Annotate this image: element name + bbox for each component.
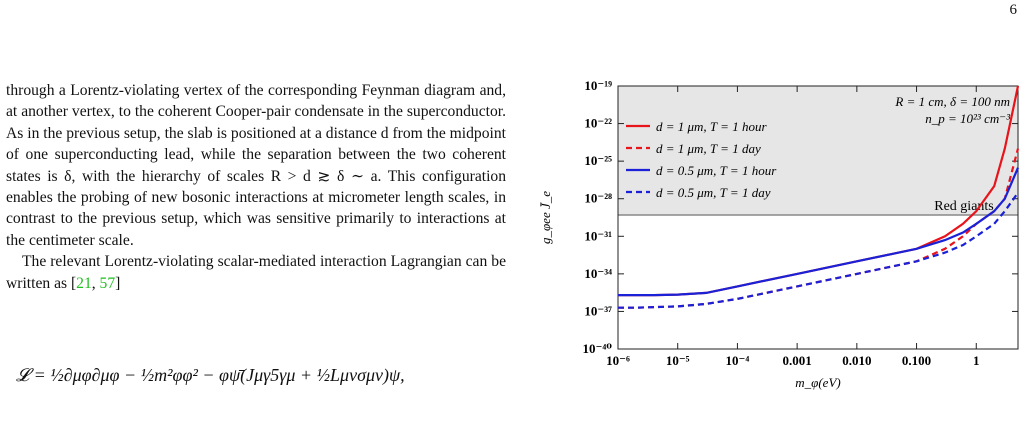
series-line-4 <box>618 192 1019 309</box>
citation-21[interactable]: 21 <box>76 274 92 292</box>
paragraph-2-lead: The relevant Lorentz-violating scalar-me… <box>6 253 506 292</box>
page-number: 6 <box>1009 2 1018 18</box>
legend-label: d = 1 μm, T = 1 hour <box>656 119 767 134</box>
x-tick-label: 10⁻⁴ <box>726 353 750 368</box>
x-tick-label: 10⁻⁶ <box>606 353 630 368</box>
y-axis-label: g_φee J̄_e <box>538 191 553 244</box>
y-tick-label: 10⁻¹⁹ <box>584 78 612 93</box>
x-tick-label: 10⁻⁵ <box>666 353 690 368</box>
coupling-limit-chart: Red giants 10⁻⁴⁰ 10⁻³⁷ 10⁻³⁴ 10⁻³¹ 10⁻²⁸ 10⁻²⁵… <box>538 78 1020 390</box>
paragraph-2: The relevant Lorentz-violating scalar-me… <box>6 251 506 294</box>
paragraph-2-tail: ] <box>115 274 121 292</box>
y-tick-label: 10⁻²⁵ <box>584 153 612 168</box>
citation-separator: , <box>91 274 100 292</box>
plot-frame <box>617 85 1019 350</box>
excluded-region <box>618 86 1018 216</box>
red-giants-label: Red giants <box>934 199 994 214</box>
paragraph-1: through a Lorentz-violating vertex of th… <box>6 82 506 249</box>
lagrangian-equation: 𝓛 = ½∂μφ∂μφ − ½m²φφ² − φψ̄(Jμγ5γμ + ½Lμν… <box>16 365 405 385</box>
y-tick-label: 10⁻²² <box>584 116 612 131</box>
parameter-label-1: R = 1 cm, δ = 100 nm <box>894 94 1010 109</box>
y-tick-label: 10⁻³⁷ <box>584 303 612 318</box>
x-tick-label: 0.010 <box>842 353 871 368</box>
coupling-limit-figure: Red giants 10⁻⁴⁰ 10⁻³⁷ 10⁻³⁴ 10⁻³¹ 10⁻²⁸ 10⁻²⁵… <box>505 50 1029 420</box>
series-line-3 <box>618 167 1020 297</box>
x-tick-label: 0.100 <box>902 353 931 368</box>
y-tick-label: 10⁻³¹ <box>584 228 612 243</box>
legend-label: d = 0.5 μm, T = 1 day <box>656 185 771 200</box>
x-axis-label: m_φ(eV) <box>795 375 840 390</box>
citation-57[interactable]: 57 <box>99 274 116 292</box>
parameter-label-2: n_p = 10²³ cm⁻³ <box>925 111 1011 126</box>
y-tick-label: 10⁻²⁸ <box>584 191 612 206</box>
x-tick-label: 1 <box>973 353 980 368</box>
legend-label: d = 1 μm, T = 1 day <box>656 141 761 156</box>
y-tick-label: 10⁻³⁴ <box>584 266 612 281</box>
body-text: through a Lorentz-violating vertex of th… <box>6 80 506 294</box>
y-tick-label: 10⁻⁴⁰ <box>583 341 613 356</box>
legend-label: d = 0.5 μm, T = 1 hour <box>656 163 777 178</box>
x-tick-label: 0.001 <box>783 353 812 368</box>
